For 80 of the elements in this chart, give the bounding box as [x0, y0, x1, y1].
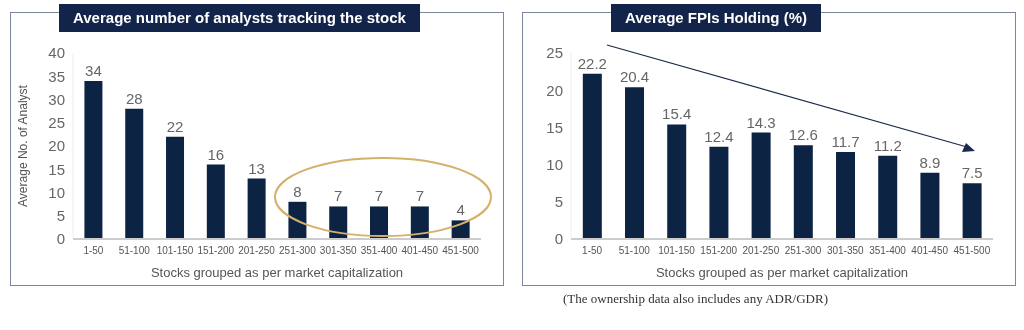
data-label: 11.7 — [831, 132, 860, 150]
x-tick-label: 401-450 — [401, 245, 439, 257]
x-tick-label: 351-400 — [360, 245, 398, 257]
bar — [836, 151, 856, 239]
bar — [166, 136, 185, 239]
data-label: 34 — [85, 61, 102, 79]
data-label: 4 — [456, 201, 465, 219]
x-tick-label: 351-400 — [869, 245, 907, 257]
x-tick-label: 251-300 — [784, 245, 822, 257]
data-label: 14.3 — [746, 113, 776, 131]
data-label: 8.9 — [919, 153, 941, 171]
bar — [667, 124, 687, 239]
bar — [329, 206, 348, 239]
x-axis-title: Stocks grouped as per market capitalization — [655, 265, 909, 280]
x-tick-label: 101-150 — [658, 245, 696, 257]
y-tick-label: 40 — [48, 44, 65, 62]
y-tick-label: 5 — [56, 207, 65, 225]
bar — [84, 80, 103, 239]
x-tick-label: 251-300 — [279, 245, 317, 257]
bar — [370, 206, 389, 239]
y-tick-label: 0 — [554, 230, 563, 248]
bar — [288, 201, 307, 239]
data-label: 16 — [207, 145, 225, 163]
data-label: 12.4 — [704, 127, 734, 145]
data-label: 11.2 — [873, 136, 902, 154]
bar — [709, 146, 729, 239]
x-tick-label: 451-500 — [442, 245, 480, 257]
y-tick-label: 15 — [48, 160, 65, 178]
chart-title: Average number of analysts tracking the stock — [59, 4, 420, 32]
x-tick-label: 51-100 — [618, 245, 651, 257]
bar — [793, 145, 813, 239]
y-tick-label: 10 — [546, 155, 563, 173]
chart-title: Average FPIs Holding (%) — [611, 4, 821, 32]
data-label: 20.4 — [619, 68, 650, 86]
bar — [247, 178, 266, 239]
x-tick-label: 151-200 — [197, 245, 235, 257]
y-tick-label: 15 — [546, 118, 563, 136]
data-label: 7 — [415, 187, 424, 205]
y-tick-label: 10 — [48, 183, 65, 201]
x-tick-label: 1-50 — [83, 245, 104, 257]
data-label: 22 — [166, 117, 184, 135]
data-label: 8 — [293, 182, 302, 200]
x-tick-label: 401-450 — [911, 245, 949, 257]
bar — [625, 87, 645, 239]
x-tick-label: 301-350 — [826, 245, 865, 257]
bar — [410, 206, 429, 239]
bar — [920, 172, 940, 239]
y-tick-label: 5 — [554, 193, 563, 211]
x-tick-label: 101-150 — [156, 245, 194, 257]
y-axis-title: Average No. of Analyst — [16, 84, 31, 207]
y-tick-label: 20 — [48, 137, 65, 155]
data-label: 28 — [125, 89, 143, 107]
x-tick-label: 1-50 — [582, 245, 603, 257]
data-label: 15.4 — [662, 105, 692, 123]
y-tick-label: 35 — [48, 67, 65, 85]
x-tick-label: 301-350 — [319, 245, 357, 257]
data-label: 22.2 — [577, 54, 607, 72]
data-label: 7.5 — [961, 164, 983, 182]
y-tick-label: 25 — [546, 44, 563, 62]
bar — [962, 183, 982, 239]
text: (The ownership data also includes any ADR/GDR) — [563, 291, 829, 307]
y-tick-label: 30 — [48, 90, 65, 108]
x-tick-label: 51-100 — [118, 245, 151, 257]
data-label: 7 — [334, 187, 343, 205]
x-tick-label: 451-500 — [953, 245, 991, 257]
bar — [582, 73, 602, 239]
x-tick-label: 201-250 — [742, 245, 780, 257]
bar — [206, 164, 225, 239]
x-tick-label: 151-200 — [700, 245, 738, 257]
bar — [751, 132, 771, 239]
bar — [125, 108, 144, 239]
y-tick-label: 0 — [56, 230, 65, 248]
bar — [878, 155, 898, 239]
x-tick-label: 201-250 — [238, 245, 276, 257]
x-axis-title: Stocks grouped as per market capitalization — [150, 265, 404, 280]
y-tick-label: 20 — [546, 81, 563, 99]
y-tick-label: 25 — [48, 114, 65, 132]
data-label: 13 — [248, 159, 265, 177]
data-label: 12.6 — [788, 126, 818, 144]
data-label: 7 — [374, 187, 384, 205]
